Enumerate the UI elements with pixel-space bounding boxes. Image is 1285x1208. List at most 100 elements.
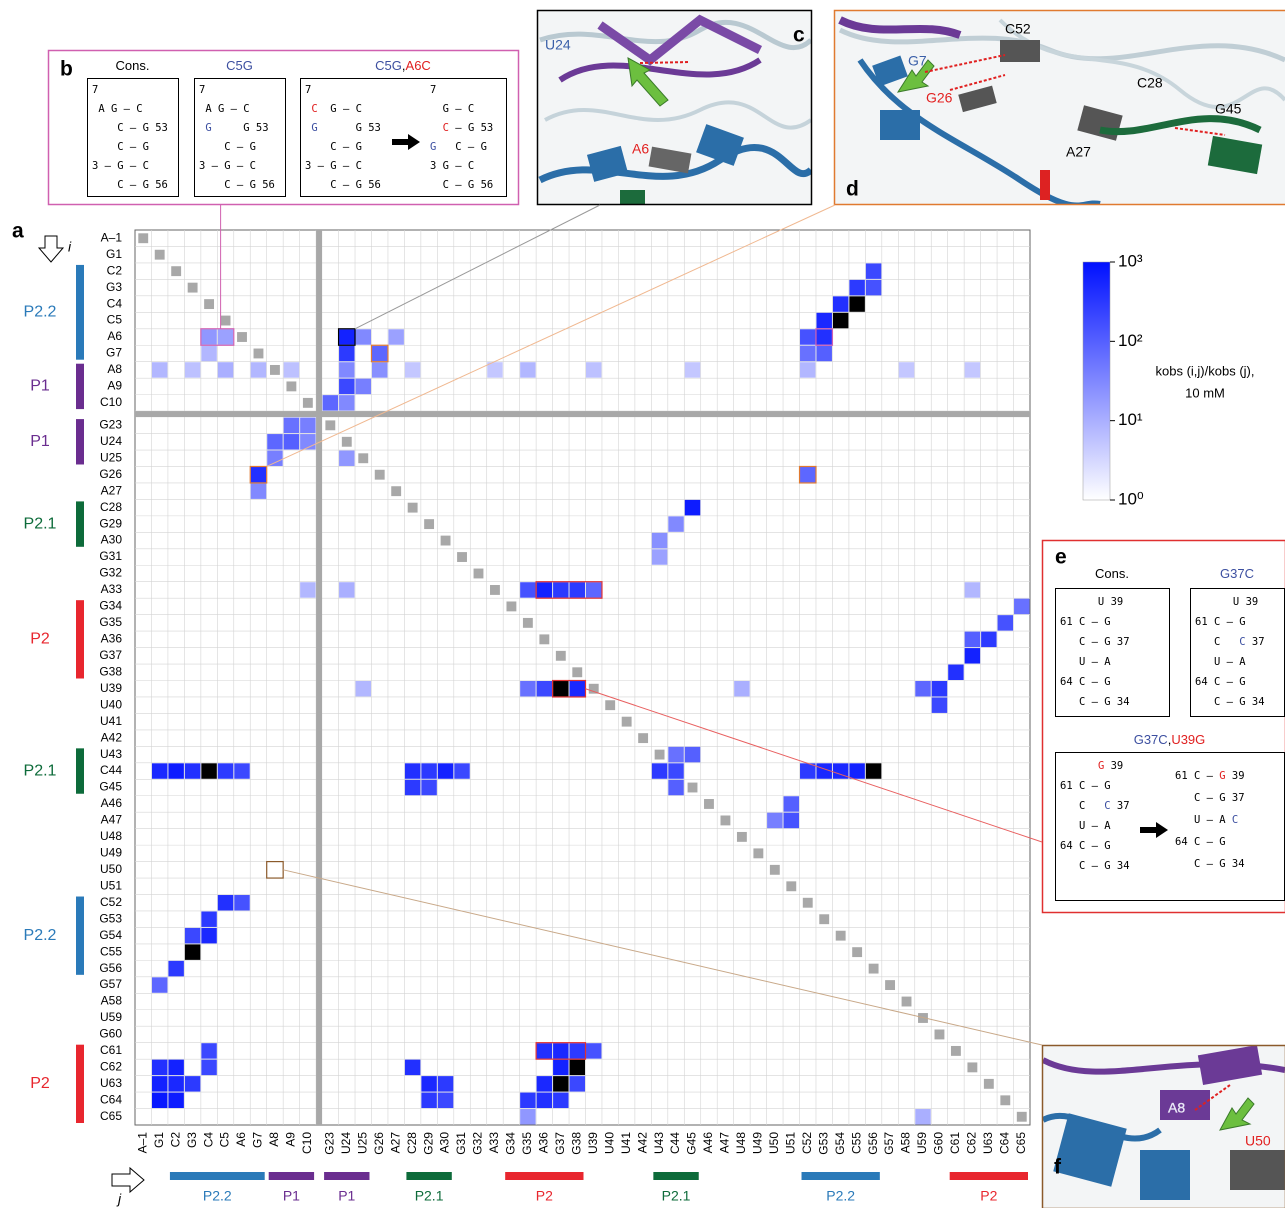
heatmap-cell [323, 395, 338, 410]
row-label: G26 [99, 467, 122, 481]
helix-label: P2.2 [203, 1188, 232, 1204]
heatmap-cell [586, 1043, 601, 1058]
row-label: G29 [99, 516, 122, 530]
colorbar-label: 10 mM [1185, 385, 1225, 400]
heatmap-cell [553, 1093, 568, 1108]
heatmap-cell [965, 582, 980, 597]
heatmap-cell [553, 582, 568, 597]
heatmap-cell [405, 362, 420, 377]
text-segment: G 53 [318, 122, 381, 134]
text-segment: C5G [226, 58, 253, 73]
heatmap-cell [553, 1043, 568, 1058]
heatmap-cell [405, 780, 420, 795]
helix-bar [76, 1045, 84, 1123]
structure-title: G37C [1220, 566, 1254, 581]
heatmap-cell [339, 451, 354, 466]
structure-line: U – A [1060, 820, 1111, 832]
heatmap-cell [652, 533, 667, 548]
column-label: A30 [438, 1132, 452, 1154]
heatmap-cell [300, 582, 315, 597]
structure-line: C C 37 [1060, 800, 1130, 812]
structure-line: G C – G [430, 141, 487, 153]
reference-cell [303, 398, 313, 408]
heatmap-cell [339, 329, 354, 344]
heatmap-cell [652, 549, 667, 564]
heatmap-cell [915, 681, 930, 696]
column-label: A–1 [135, 1132, 149, 1154]
helix-bar [802, 1172, 880, 1180]
helix-label: P1 [283, 1188, 300, 1204]
structure-line: 64 C – G [1195, 676, 1246, 688]
heatmap-cell [267, 451, 282, 466]
helix-bar [76, 897, 84, 975]
heatmap-cell [438, 1093, 453, 1108]
reference-cell [188, 283, 198, 293]
heatmap-cell [652, 763, 667, 778]
heatmap-cell [218, 895, 233, 910]
heatmap-cell [586, 582, 601, 597]
col-arrow [112, 1168, 144, 1192]
reference-cell [506, 601, 516, 611]
helix-label: P2 [980, 1188, 997, 1204]
reference-cell [204, 299, 214, 309]
heatmap-cell [372, 346, 387, 361]
row-label: C2 [107, 263, 123, 277]
row-label: U43 [100, 747, 122, 761]
reference-cell [605, 700, 615, 710]
structure-line: 3 – G – C [92, 160, 149, 172]
structure-line: 61 C – G 39 [1175, 770, 1245, 782]
helix-label: P2.2 [826, 1188, 855, 1204]
residue-annotation: U50 [1245, 1133, 1271, 1149]
heatmap-cell [356, 329, 371, 344]
helix-bar [170, 1172, 265, 1180]
reference-cell [325, 420, 335, 430]
column-label: A27 [388, 1132, 402, 1154]
heatmap-cell [201, 1043, 216, 1058]
row-label: A42 [101, 730, 123, 744]
heatmap-cell [668, 747, 683, 762]
row-label: C65 [100, 1109, 122, 1123]
structure-line: 64 C – G [1060, 676, 1111, 688]
text-segment: – G 53 [449, 122, 493, 134]
text-segment: G37C [1134, 732, 1168, 747]
reference-cell [457, 552, 467, 562]
row-label: U40 [100, 697, 122, 711]
reference-cell [720, 815, 730, 825]
reference-cell [138, 233, 148, 243]
heatmap-cell [899, 362, 914, 377]
structure-line: C – G 56 [305, 179, 381, 191]
reference-cell [342, 437, 352, 447]
colorbar-tick-label: 10⁰ [1118, 489, 1144, 508]
reference-cell [408, 503, 418, 513]
heatmap-cell [168, 763, 183, 778]
heatmap-cell [234, 895, 249, 910]
residue-annotation: A6 [632, 141, 649, 157]
column-label: G53 [816, 1132, 830, 1155]
heatmap-cell [201, 329, 216, 344]
row-label: A33 [101, 582, 123, 596]
structure-line: C – G [92, 141, 149, 153]
heatmap-cell [421, 763, 436, 778]
heatmap-cell [152, 1093, 167, 1108]
column-label: G23 [322, 1132, 336, 1155]
helix-label: P1 [30, 433, 50, 450]
figure: A–1A–1G1G1C2C2G3G3C4C4C5C5A6A6G7G7A8A8A9… [0, 0, 1285, 1208]
structure-line: U – A C [1175, 814, 1238, 826]
text-segment: C [1232, 814, 1238, 826]
heatmap-cell [586, 362, 601, 377]
row-label: G54 [99, 928, 122, 942]
reference-cell [539, 634, 549, 644]
heatmap-cell [520, 1093, 535, 1108]
row-label: G38 [99, 664, 122, 678]
helix-label: P2.2 [24, 304, 57, 321]
heatmap-cell [284, 434, 299, 449]
row-label: G1 [106, 247, 122, 261]
heatmap-cell [438, 1076, 453, 1091]
reference-cell [270, 365, 280, 375]
heatmap-cell [849, 763, 864, 778]
heatmap-cell [553, 681, 568, 696]
heatmap-cell [185, 928, 200, 943]
structure-line: C – G 56 [430, 179, 493, 191]
column-label: A33 [487, 1132, 501, 1154]
helix-label: P2.2 [24, 927, 57, 944]
